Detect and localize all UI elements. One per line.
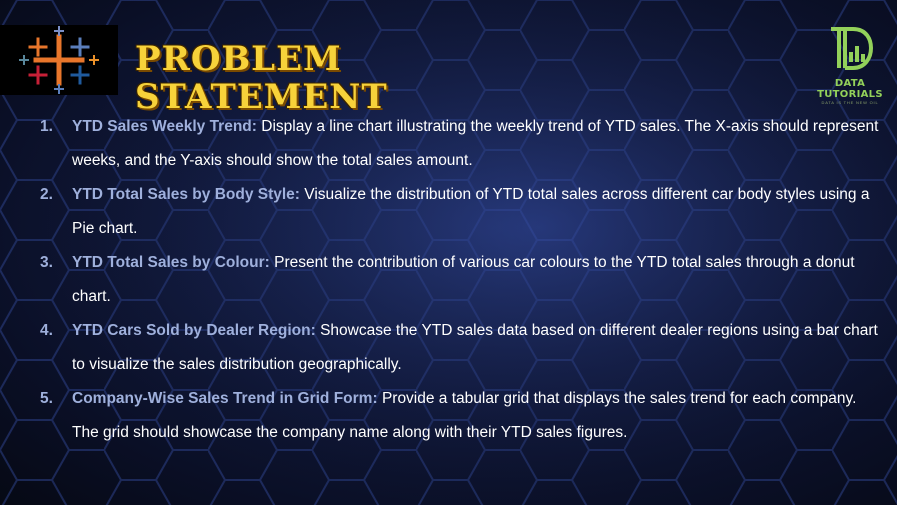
list-item: 2. YTD Total Sales by Body Style: Visual…	[40, 178, 882, 246]
item-label: YTD Total Sales by Body Style:	[72, 186, 300, 203]
list-item: 5. Company-Wise Sales Trend in Grid Form…	[40, 382, 882, 450]
brand-tagline: DATA IS THE NEW OIL	[821, 100, 879, 105]
title-line-1: PROBLEM	[135, 39, 342, 79]
page-title: PROBLEM STATEMENT	[135, 40, 388, 116]
item-text: Visualize the distribution of YTD total …	[72, 186, 870, 237]
item-text: Present the contribution of various car …	[72, 254, 855, 305]
title-line-2: STATEMENT	[135, 77, 388, 117]
problem-list: 1. YTD Sales Weekly Trend: Display a lin…	[40, 110, 882, 450]
tableau-cross-logo-icon	[19, 26, 99, 94]
list-item: 3. YTD Total Sales by Colour: Present th…	[40, 246, 882, 314]
data-tutorials-logo-icon	[831, 27, 874, 70]
list-item: 1. YTD Sales Weekly Trend: Display a lin…	[40, 110, 882, 178]
item-number: 1.	[40, 118, 53, 135]
item-label: Company-Wise Sales Trend in Grid Form:	[72, 390, 378, 407]
item-label: YTD Total Sales by Colour:	[72, 254, 270, 271]
item-number: 3.	[40, 254, 53, 271]
item-number: 4.	[40, 322, 53, 339]
item-text: Display a line chart illustrating the we…	[72, 118, 879, 169]
item-text: Showcase the YTD sales data based on dif…	[72, 322, 878, 373]
item-label: YTD Sales Weekly Trend:	[72, 118, 257, 135]
item-text: Provide a tabular grid that displays the…	[72, 390, 857, 441]
item-number: 2.	[40, 186, 53, 203]
item-label: YTD Cars Sold by Dealer Region:	[72, 322, 316, 339]
brand-name: DATA TUTORIALS	[817, 78, 883, 100]
list-item: 4. YTD Cars Sold by Dealer Region: Showc…	[40, 314, 882, 382]
data-tutorials-logo: DATA TUTORIALS DATA IS THE NEW OIL	[808, 24, 892, 105]
item-number: 5.	[40, 390, 53, 407]
tableau-logo	[0, 25, 118, 95]
